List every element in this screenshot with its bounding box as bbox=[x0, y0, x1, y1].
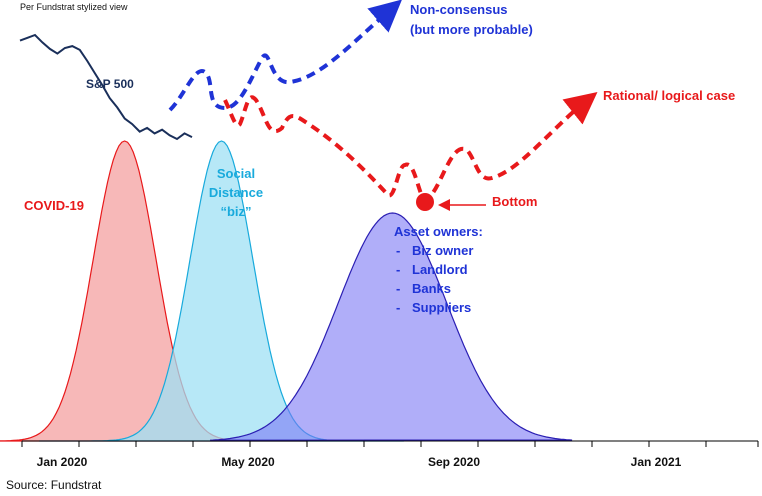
covid-label: COVID-19 bbox=[24, 198, 84, 213]
sp500-line bbox=[19, 33, 193, 141]
asset-owners-bell-curve bbox=[210, 212, 573, 441]
non-consensus-label-sub: (but more probable) bbox=[410, 22, 533, 37]
asset-owner-item: Biz owner bbox=[412, 243, 473, 258]
rational-case-label: Rational/ logical case bbox=[603, 88, 735, 103]
x-tick-label-sep-2020: Sep 2020 bbox=[428, 455, 480, 469]
bottom-label: Bottom bbox=[492, 194, 538, 209]
x-axis-ticks bbox=[21, 441, 759, 447]
asset-owners-list: - Biz owner - Landlord - Banks - Supplie… bbox=[396, 243, 473, 315]
x-tick-label-jan-2021: Jan 2021 bbox=[631, 455, 682, 469]
social-distance-label-line1: Social bbox=[217, 166, 255, 181]
asset-owner-dash: - bbox=[396, 243, 400, 258]
asset-owner-item: Suppliers bbox=[412, 300, 471, 315]
non-consensus-label: Non-consensus bbox=[410, 2, 508, 17]
social-distance-label-line3: “biz” bbox=[220, 204, 251, 219]
bottom-marker-dot bbox=[416, 193, 434, 211]
asset-owner-item: Banks bbox=[412, 281, 451, 296]
x-tick-label-jan-2020: Jan 2020 bbox=[37, 455, 88, 469]
chart-subtitle: Per Fundstrat stylized view bbox=[20, 2, 128, 12]
asset-owner-item: Landlord bbox=[412, 262, 468, 277]
asset-owner-dash: - bbox=[396, 262, 400, 277]
sp500-label: S&P 500 bbox=[86, 77, 134, 91]
rational-case-projection-line bbox=[223, 92, 598, 203]
source-note: Source: Fundstrat bbox=[6, 478, 102, 492]
asset-owner-dash: - bbox=[396, 300, 400, 315]
x-tick-label-may-2020: May 2020 bbox=[221, 455, 275, 469]
social-distance-label-line2: Distance bbox=[209, 185, 263, 200]
asset-owners-title: Asset owners: bbox=[394, 224, 483, 239]
asset-owner-dash: - bbox=[396, 281, 400, 296]
non-consensus-projection-line bbox=[168, 0, 403, 112]
